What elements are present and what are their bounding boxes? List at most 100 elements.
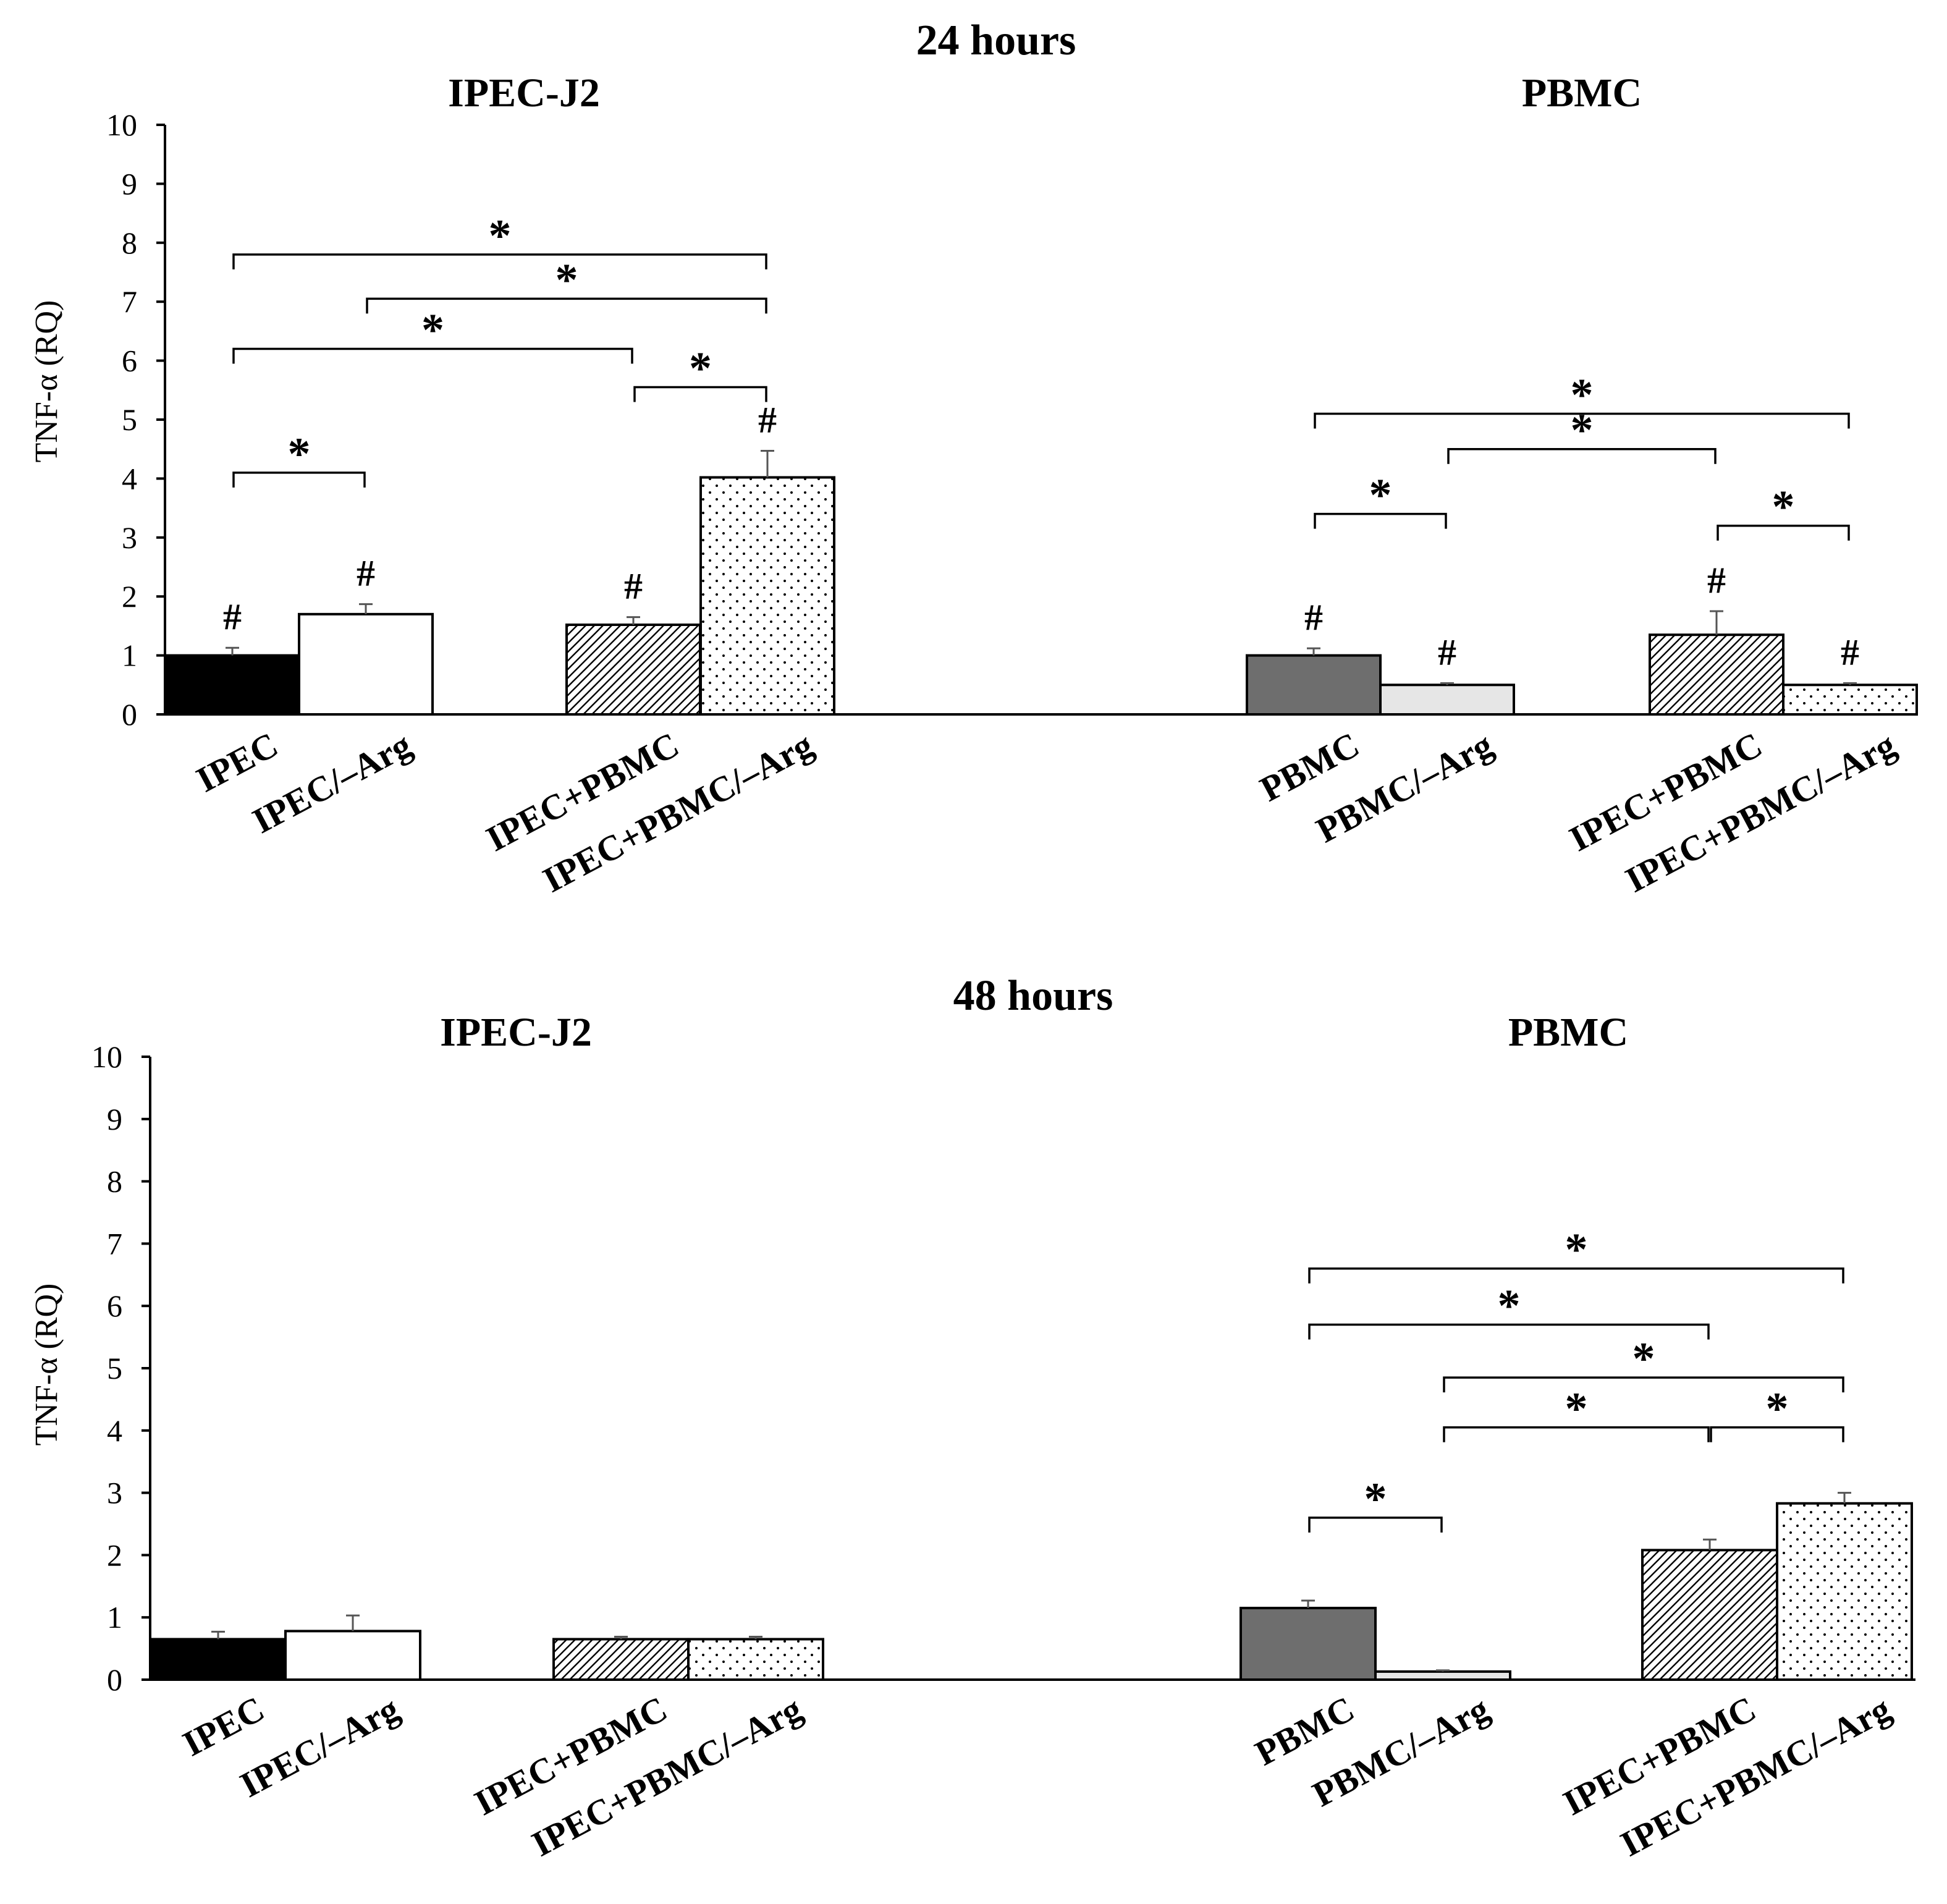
error-bar (749, 1635, 762, 1640)
y-tick-label: 2 (107, 1538, 122, 1572)
significance-mark: # (624, 566, 643, 607)
error-bar (614, 1635, 628, 1640)
bars: #IPEC#IPEC/–Arg#IPEC+PBMC#IPEC+PBMC/–Arg… (164, 400, 1918, 900)
error-bar (359, 603, 373, 614)
significance-bracket: * (366, 255, 767, 314)
significance-mark: # (1304, 597, 1323, 638)
bar-ipec-arg (284, 1630, 421, 1681)
y-tick-label: 4 (107, 1413, 122, 1448)
error-bar (1440, 682, 1454, 685)
significance-star: * (1369, 470, 1392, 521)
significance-star: * (1565, 1225, 1588, 1276)
y-tick-label: 8 (107, 1164, 122, 1199)
error-bar (1838, 1492, 1851, 1504)
bar-ipec-pbmc-arg (687, 1638, 824, 1681)
error-bar (1301, 1599, 1315, 1609)
significance-star: * (489, 211, 512, 261)
error-bar (346, 1614, 360, 1631)
error-bar (627, 616, 640, 625)
significance-bracket: * (1308, 1474, 1443, 1533)
significance-star: * (1565, 1384, 1588, 1434)
bar-pbmc (1240, 1607, 1377, 1682)
y-tick-label: 5 (122, 402, 137, 437)
significance-mark: # (223, 596, 242, 637)
bar-pbmc-arg (1374, 1670, 1511, 1681)
significance-star: * (1766, 1384, 1789, 1434)
panel-title: 24 hours (916, 17, 1076, 64)
significance-bracket: * (232, 211, 767, 269)
error-bar (1710, 610, 1723, 635)
y-tick-label: 9 (122, 166, 137, 201)
significance-bracket: * (1314, 470, 1447, 529)
bar-ipec-pbmc-arg (1776, 1502, 1913, 1682)
significance-star: * (1498, 1280, 1521, 1331)
y-tick-label: 7 (122, 284, 137, 319)
significance-star: * (288, 429, 311, 480)
significance-star: * (421, 305, 444, 356)
significance-mark: # (1841, 632, 1859, 672)
category-label: IPEC (190, 724, 284, 800)
y-tick-label: 7 (107, 1226, 122, 1261)
error-bar (761, 450, 774, 478)
y-tick-label: 3 (122, 520, 137, 555)
bar-ipec-pbmc-arg (1782, 683, 1918, 716)
significance-bracket: * (232, 429, 366, 488)
significance-star: * (1632, 1334, 1655, 1384)
significance-star: * (1772, 482, 1795, 533)
significance-star: * (1364, 1474, 1387, 1525)
y-tick-label: 10 (106, 108, 137, 142)
error-bar (1307, 647, 1320, 656)
category-label: IPEC (176, 1688, 271, 1764)
significance-bracket: * (232, 305, 633, 364)
bar-pbmc-arg (1379, 683, 1515, 716)
significance-star: * (689, 344, 712, 394)
group-title-ipec-j2: IPEC-J2 (448, 70, 600, 116)
bar-ipec-pbmc (1641, 1549, 1778, 1681)
bar-ipec-pbmc (565, 623, 701, 716)
y-tick-label: 2 (122, 579, 137, 614)
group-title-ipec-j2: IPEC-J2 (440, 1010, 592, 1055)
bar-ipec (164, 654, 300, 716)
y-tick-label: 8 (122, 226, 137, 260)
bar-ipec-arg (298, 612, 434, 716)
significance-bracket: * (1308, 1225, 1844, 1284)
significance-bracket: * (1443, 1334, 1844, 1393)
y-tick-label: 0 (107, 1662, 122, 1697)
y-tick-label: 9 (107, 1102, 122, 1136)
y-tick-label: 5 (107, 1351, 122, 1386)
y-ticks: 0 1 2 3 4 5 6 7 8 9 10 (91, 1039, 150, 1697)
panel-24-hours: 24 hours IPEC-J2 PBMC TNF-α (RQ) 0 1 2 3 4 5 6… (29, 17, 1918, 900)
y-tick-label: 3 (107, 1476, 122, 1510)
significance-mark: # (1707, 560, 1726, 601)
error-bar (1436, 1669, 1450, 1672)
y-tick-label: 1 (107, 1600, 122, 1635)
significance-star: * (555, 255, 578, 305)
bar-ipec-pbmc (552, 1638, 690, 1681)
bar-ipec (150, 1638, 287, 1681)
significance-mark: # (1438, 632, 1456, 672)
error-bar (211, 1630, 225, 1640)
significance-bracket: * (633, 344, 767, 402)
y-tick-label: 10 (91, 1039, 122, 1074)
significance-brackets: ****** *** (232, 211, 1850, 541)
bar-pbmc (1246, 654, 1382, 716)
significance-mark: # (758, 400, 777, 441)
y-tick-label: 4 (122, 461, 137, 496)
group-title-pbmc: PBMC (1508, 1010, 1628, 1055)
error-bar (1703, 1538, 1717, 1551)
significance-bracket: * (1710, 1384, 1844, 1442)
significance-bracket: * (1314, 370, 1850, 429)
error-bar (226, 646, 239, 656)
panel-48-hours: 48 hours IPEC-J2 PBMC TNF-α (RQ) 0 1 2 3 4 5 6… (29, 972, 1915, 1864)
significance-bracket: * (1308, 1280, 1710, 1340)
y-axis-label: TNF-α (RQ) (29, 300, 64, 463)
panel-title: 48 hours (953, 972, 1113, 1020)
y-tick-label: 6 (107, 1288, 122, 1323)
significance-star: * (1571, 370, 1594, 420)
significance-bracket: * (1443, 1384, 1710, 1442)
significance-bracket: * (1717, 482, 1850, 541)
y-ticks: 0 1 2 3 4 5 6 7 8 9 10 (106, 108, 165, 732)
significance-mark: # (357, 553, 375, 594)
y-axis-label: TNF-α (RQ) (29, 1284, 64, 1446)
